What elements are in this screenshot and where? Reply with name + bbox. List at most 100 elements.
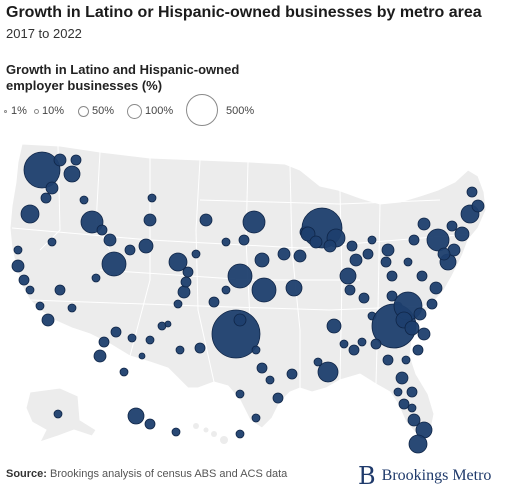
legend-swatch-50 (78, 106, 89, 117)
metro-bubble (127, 333, 137, 343)
brand-name: Brookings Metro (381, 467, 492, 484)
metro-bubble (317, 361, 339, 383)
metro-bubble (238, 234, 250, 246)
metro-bubble (358, 292, 370, 304)
chart-title: Growth in Latino or Hispanic-owned busin… (6, 4, 482, 21)
metro-bubble (403, 257, 413, 267)
metro-bubble (13, 245, 23, 255)
legend-swatch-1 (4, 110, 7, 113)
legend-swatch-100 (127, 104, 142, 119)
metro-bubble (101, 251, 127, 277)
metro-bubble (367, 235, 377, 245)
metro-bubble (177, 285, 191, 299)
brookings-metro-logo: B Brookings Metro (358, 463, 491, 489)
metro-bubble (235, 389, 245, 399)
legend-label-500: 500% (226, 105, 255, 117)
metro-bubble (348, 344, 360, 356)
metro-bubble (339, 339, 349, 349)
metro-bubble (211, 309, 261, 359)
metro-bubble (401, 355, 411, 365)
metro-bubble (233, 313, 247, 327)
brand-mark: B (358, 462, 376, 490)
metro-bubble (395, 371, 409, 385)
metro-bubble (242, 210, 266, 234)
metro-bubble (35, 301, 45, 311)
metro-bubble (265, 375, 275, 385)
metro-bubble (251, 345, 261, 355)
metro-bubble (96, 224, 108, 236)
metro-bubble (20, 204, 40, 224)
metro-bubble (199, 213, 213, 227)
us-landmass (9, 143, 487, 439)
metro-bubble (103, 233, 117, 247)
metro-bubble (339, 267, 357, 285)
legend-label-10: 10% (42, 105, 65, 117)
metro-bubble (175, 345, 185, 355)
metro-bubble (381, 243, 395, 257)
metro-bubble (277, 247, 291, 261)
metro-bubble (437, 247, 451, 261)
metro-bubble (145, 335, 155, 345)
us-metro-bubble-map (9, 143, 487, 454)
metro-bubble (380, 256, 392, 268)
metro-bubble (54, 284, 66, 296)
metro-bubble (221, 285, 231, 295)
metro-bubble (413, 307, 427, 321)
metro-bubble (349, 253, 363, 267)
metro-bubble (168, 252, 188, 272)
metro-bubble (309, 235, 323, 249)
size-legend: 1% 10% 50% 100% 500% (0, 92, 300, 132)
metro-bubble (407, 413, 421, 427)
metro-bubble (251, 277, 277, 303)
metro-bubble (79, 195, 89, 205)
legend-label-100: 100% (145, 105, 174, 117)
metro-bubble (194, 342, 206, 354)
metro-bubble (466, 186, 478, 198)
metro-bubble (408, 234, 420, 246)
metro-bubble (93, 349, 107, 363)
metro-bubble (23, 151, 61, 189)
metro-bubble (323, 239, 337, 253)
source-text: Brookings analysis of census ABS and ACS… (50, 468, 288, 480)
metro-bubble (47, 237, 57, 247)
metro-bubble (18, 274, 30, 286)
metro-bubble (407, 403, 417, 413)
metro-bubble (251, 413, 261, 423)
metro-bubble (408, 434, 428, 454)
metro-bubble (53, 153, 67, 167)
metro-bubbles (11, 151, 485, 454)
metro-bubble (429, 281, 443, 295)
metro-bubble (191, 249, 201, 259)
metro-bubble (91, 273, 101, 283)
metro-bubble (173, 299, 183, 309)
metro-bubble (446, 220, 458, 232)
legend-label-50: 50% (92, 105, 115, 117)
metro-bubble (235, 429, 245, 439)
metro-bubble (45, 181, 59, 195)
metro-bubble (293, 249, 307, 263)
metro-bubble (143, 213, 157, 227)
metro-bubble (164, 320, 172, 328)
metro-bubble (11, 259, 25, 273)
metro-bubble (370, 338, 382, 350)
metro-bubble (208, 296, 220, 308)
metro-bubble (67, 303, 77, 313)
metro-bubble (171, 427, 181, 437)
metro-bubble (426, 298, 438, 310)
metro-bubble (144, 418, 156, 430)
metro-bubble (182, 266, 194, 278)
metro-bubble (426, 228, 450, 252)
metro-bubble (98, 336, 110, 348)
metro-bubble (382, 354, 394, 366)
metro-bubble (119, 367, 129, 377)
metro-bubble (180, 276, 192, 288)
metro-bubble (53, 409, 63, 419)
metro-bubble (138, 352, 146, 360)
metro-bubble (404, 320, 420, 336)
metro-bubble (70, 154, 82, 166)
metro-bubble (254, 252, 270, 268)
metro-bubble (412, 344, 424, 356)
metro-bubble (454, 226, 470, 242)
metro-bubble (326, 318, 342, 334)
metro-bubble (386, 290, 398, 302)
